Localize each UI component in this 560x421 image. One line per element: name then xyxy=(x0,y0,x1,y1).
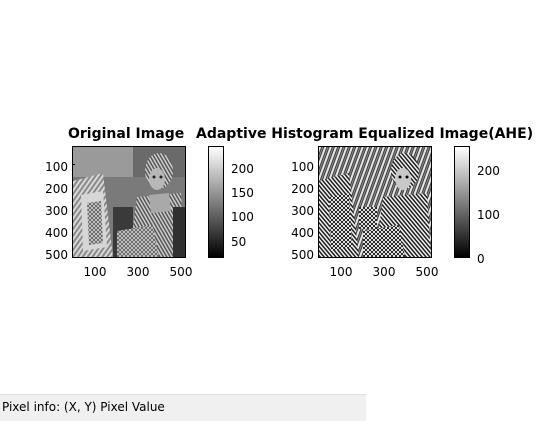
left-colorbar-tick: 150 xyxy=(231,186,254,200)
right-colorbar-tick: 0 xyxy=(477,252,485,266)
right-ytick-label: 300 xyxy=(291,204,314,218)
right-xtick-label: 100 xyxy=(329,265,353,279)
left-ytick-label: 200 xyxy=(45,182,68,196)
pixel-info-statusbar: Pixel info: (X, Y) Pixel Value xyxy=(0,394,366,421)
left-xtick-label: 500 xyxy=(169,265,193,279)
left-xtick-label: 100 xyxy=(83,265,107,279)
left-axes-title: Original Image xyxy=(68,126,185,142)
original-image[interactable] xyxy=(72,146,186,258)
left-colorbar-tick: 200 xyxy=(231,162,254,176)
left-ytick-label: 500 xyxy=(45,248,68,262)
right-ytick-label: 500 xyxy=(291,248,314,262)
left-ytick-label: 300 xyxy=(45,204,68,218)
right-colorbar-tick: 100 xyxy=(477,208,500,222)
right-ytick-label: 400 xyxy=(291,226,314,240)
right-ytick-label: 100 xyxy=(291,160,314,174)
left-colorbar[interactable] xyxy=(208,146,224,258)
pixel-info-label: Pixel info: (X, Y) Pixel Value xyxy=(2,400,165,414)
left-ytick-label: 100 xyxy=(45,160,68,174)
left-colorbar-tick: 50 xyxy=(231,235,247,249)
right-xtick-label: 300 xyxy=(372,265,396,279)
left-xtick-label: 300 xyxy=(126,265,150,279)
right-colorbar[interactable] xyxy=(454,146,470,258)
ahe-image[interactable] xyxy=(318,146,432,258)
right-axes-title: Adaptive Histogram Equalized Image(AHE) xyxy=(196,126,534,142)
left-ytick-mark xyxy=(72,164,75,165)
left-ytick-label: 400 xyxy=(45,226,68,240)
right-xtick-label: 500 xyxy=(415,265,439,279)
right-ytick-label: 200 xyxy=(291,182,314,196)
left-colorbar-tick: 100 xyxy=(231,210,254,224)
right-colorbar-tick: 200 xyxy=(477,164,500,178)
